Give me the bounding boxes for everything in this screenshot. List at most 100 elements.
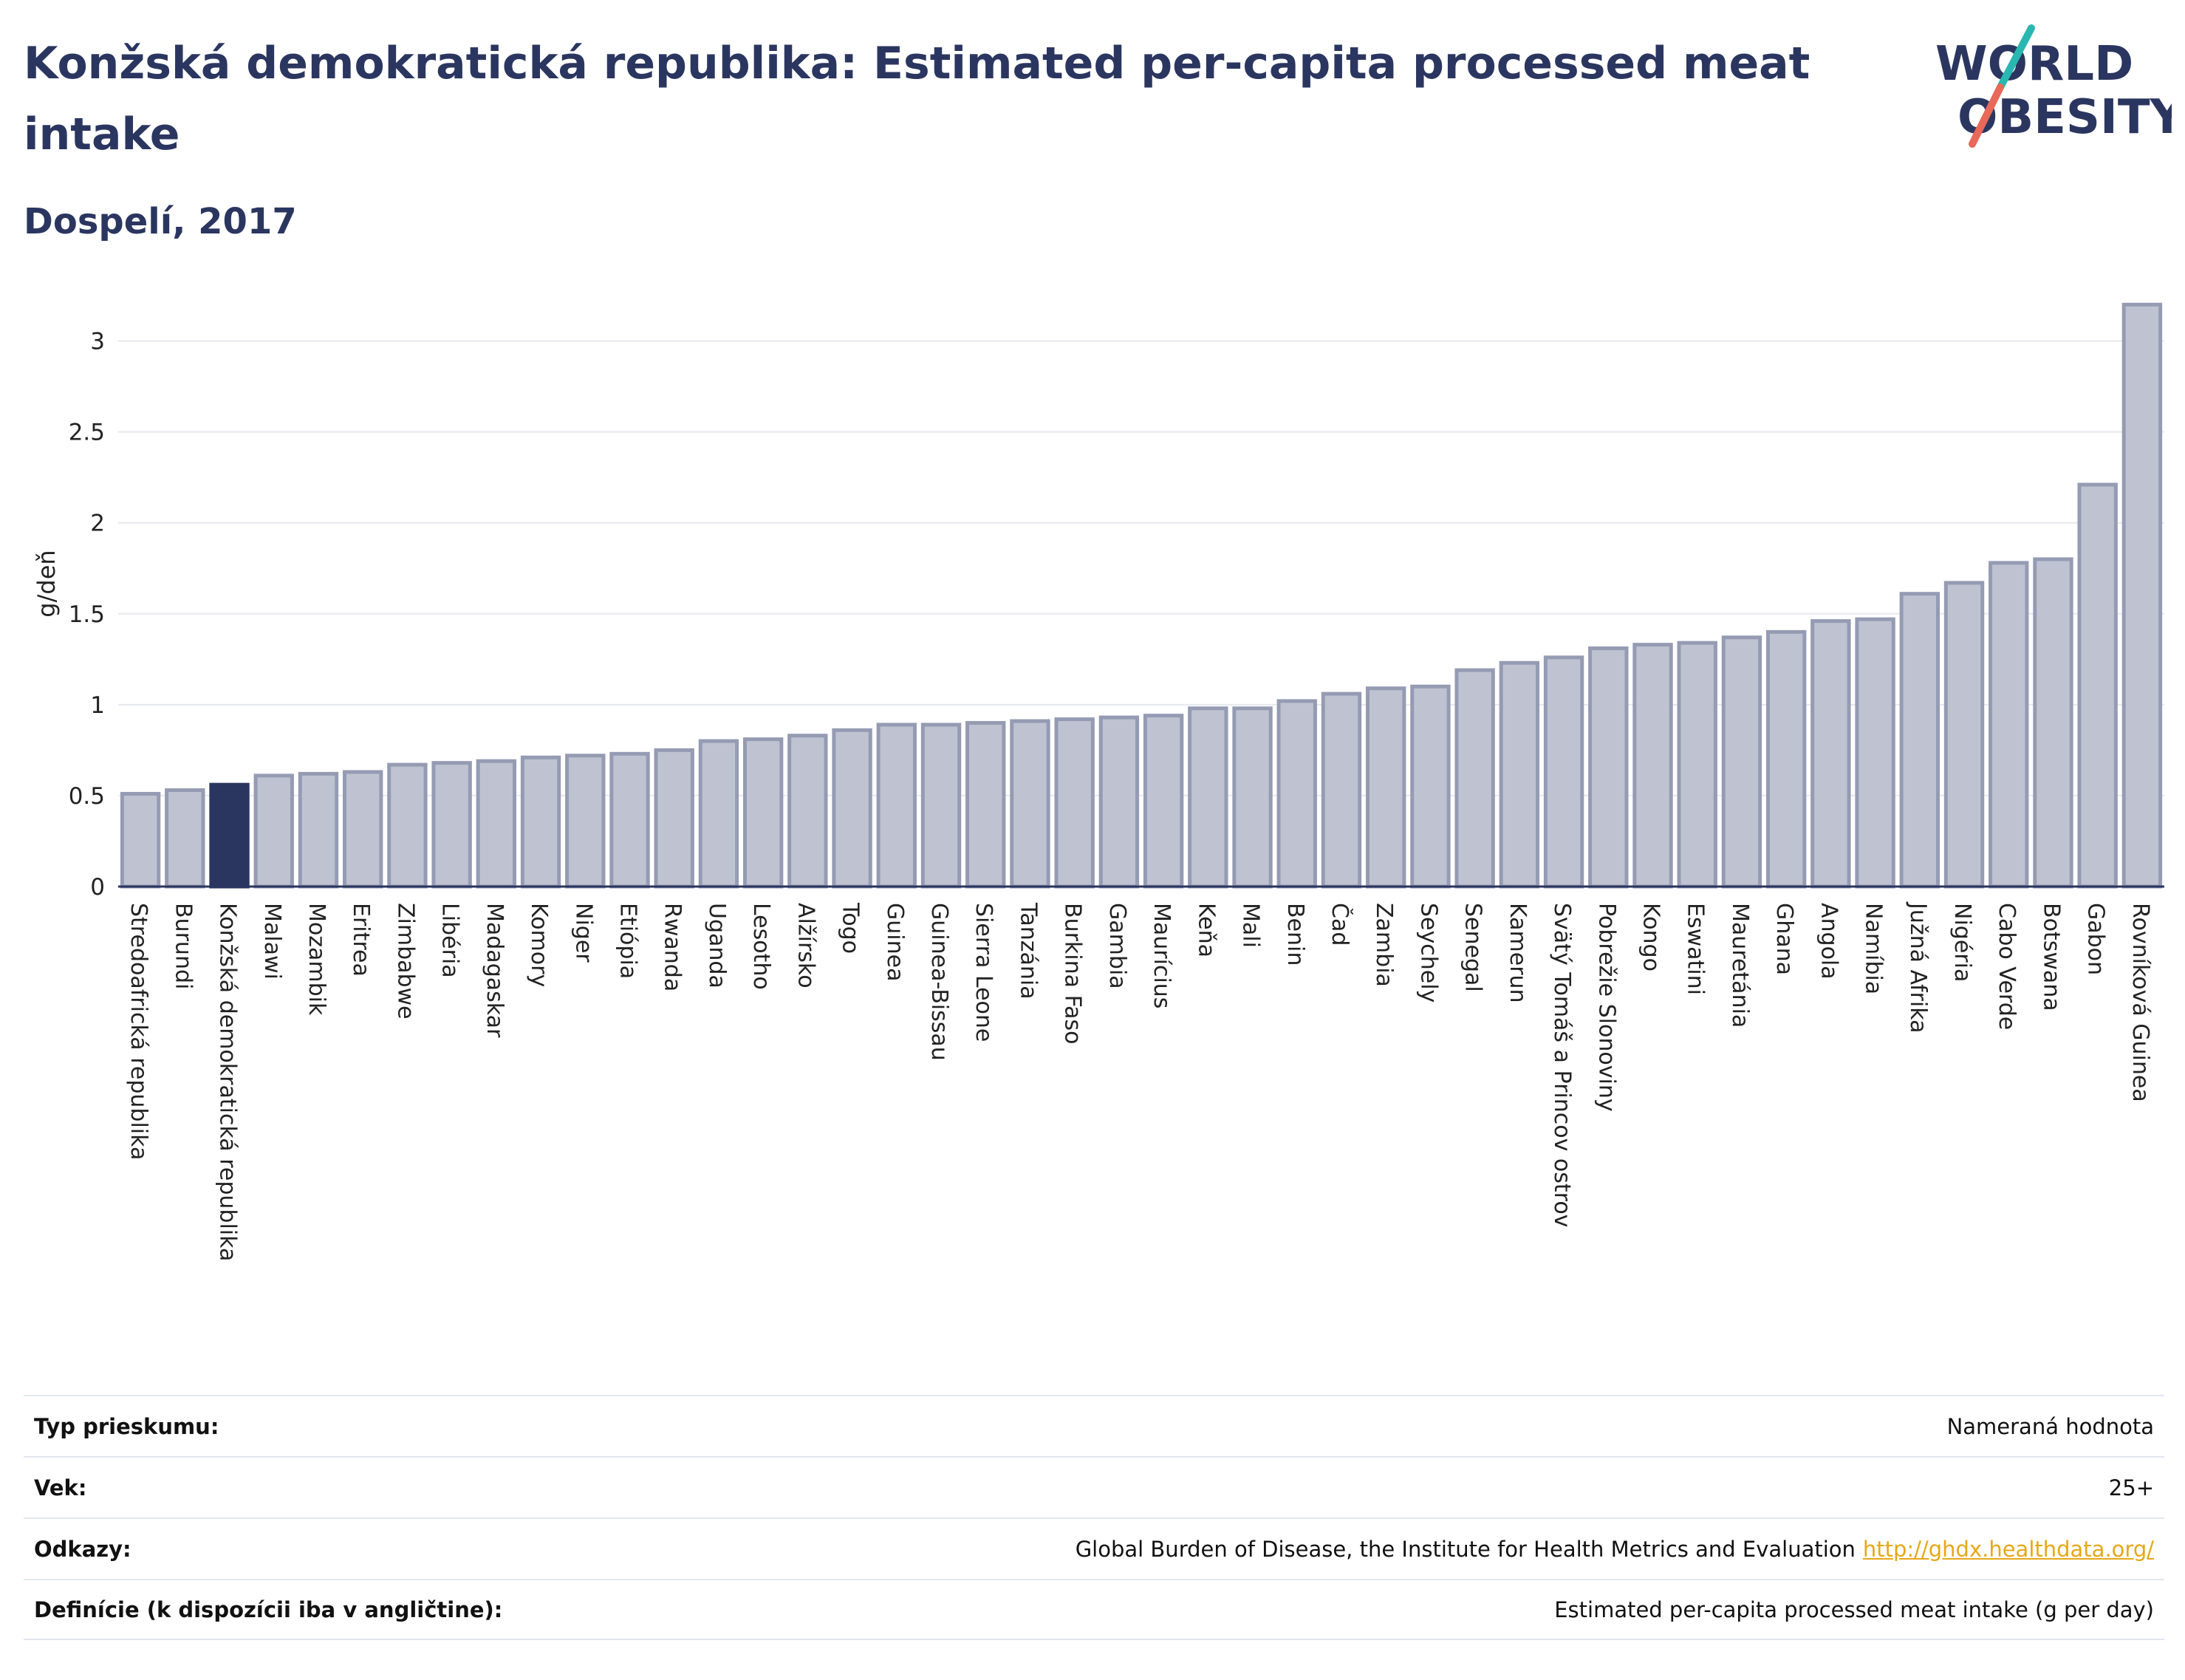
- bar: [1410, 684, 1451, 889]
- x-tick-label: Mauretánia: [1727, 903, 1753, 1028]
- bar: [1855, 617, 1895, 889]
- bar: [1810, 619, 1851, 889]
- info-table: Typ prieskumu: Nameraná hodnota Vek: 25+…: [24, 1395, 2164, 1640]
- x-tick-label: Mozambik: [304, 903, 329, 1016]
- x-tick-label: Botswana: [2038, 903, 2064, 1011]
- bar: [520, 755, 561, 889]
- x-tick-label: Maurícius: [1149, 903, 1174, 1008]
- x-tick-label: Seychely: [1415, 903, 1441, 1003]
- bar: [298, 771, 339, 889]
- x-tick-label: Rwanda: [660, 903, 685, 991]
- y-tick-label: 2.5: [69, 420, 105, 446]
- x-tick-label: Ghana: [1771, 903, 1797, 975]
- info-value: 25+: [2108, 1475, 2154, 1500]
- logo-teal-slash: [1997, 24, 2035, 91]
- bar: [253, 774, 294, 889]
- bar: [387, 762, 428, 889]
- x-tick-label: Zambia: [1371, 903, 1397, 987]
- bar-chart: 0 0.5 1 1.5 2 2.5 3 Stredoafrická republika Buru…: [33, 302, 2164, 1261]
- bar: [1899, 592, 1940, 889]
- info-value: Estimated per-capita processed meat inta…: [1554, 1597, 2154, 1622]
- bar: [742, 737, 784, 889]
- info-row-survey-type: Typ prieskumu: Nameraná hodnota: [24, 1395, 2164, 1456]
- bar: [476, 759, 517, 889]
- logo-red-slash: [1969, 83, 2004, 148]
- x-tick-label: Čad: [1327, 903, 1354, 946]
- bar: [2033, 557, 2073, 889]
- bar: [1276, 699, 1317, 889]
- x-tick-label: Mali: [1238, 903, 1264, 948]
- x-tick-label: Rovníková Guinea: [2127, 903, 2153, 1102]
- x-tick-label: Zimbabwe: [392, 903, 418, 1020]
- logo-line2: OBESITY: [1957, 90, 2172, 145]
- x-tick-label: Eritrea: [348, 903, 374, 977]
- x-tick-label: Gabon: [2083, 903, 2109, 975]
- info-value-wrap: Global Burden of Disease, the Institute …: [1076, 1537, 2154, 1562]
- bars: [120, 302, 2163, 889]
- bar: [1989, 561, 2029, 889]
- bar: [920, 723, 962, 889]
- bar: [965, 720, 1006, 889]
- x-tick-label: Alžírsko: [793, 903, 818, 988]
- bar: [1366, 686, 1406, 889]
- bar: [2077, 482, 2118, 889]
- x-tick-label: Etiópia: [615, 903, 641, 979]
- x-tick-label: Stredoafrická republika: [126, 903, 151, 1160]
- y-tick-label: 1.5: [69, 601, 105, 628]
- info-row-age: Vek: 25+: [24, 1456, 2164, 1517]
- bar: [2121, 302, 2163, 889]
- info-value: Nameraná hodnota: [1946, 1413, 2154, 1439]
- chart-title: Konžská demokratická republika: Estimate…: [24, 38, 1810, 160]
- bar: [787, 734, 828, 889]
- bar: [1677, 641, 1717, 889]
- info-label: Odkazy:: [34, 1536, 131, 1562]
- x-tick-label: Togo: [838, 902, 864, 954]
- x-tick-label: Burundi: [170, 903, 196, 989]
- x-tick-label: Konžská demokratická republika: [215, 903, 241, 1261]
- reference-link[interactable]: http://ghdx.healthdata.org/: [1862, 1536, 2154, 1562]
- x-tick-label: Niger: [570, 903, 596, 963]
- info-label: Vek:: [34, 1475, 87, 1500]
- x-tick-label: Kongo: [1638, 903, 1664, 972]
- bar: [165, 788, 205, 889]
- y-axis-label: g/deň: [33, 550, 61, 617]
- x-tick-label: Madagaskar: [482, 903, 507, 1038]
- y-tick-label: 0.5: [69, 783, 105, 810]
- bar: [1499, 660, 1540, 889]
- x-tick-label: Libéria: [437, 903, 463, 978]
- x-tick-label: Burkina Faso: [1060, 903, 1086, 1044]
- x-tick-label: Pobrežie Slonoviny: [1593, 903, 1619, 1112]
- bar: [1588, 646, 1629, 889]
- x-tick-label: Namíbia: [1861, 903, 1887, 994]
- y-tick-label: 2: [90, 511, 105, 537]
- x-tick-label: Komory: [526, 903, 552, 987]
- bar: [1232, 706, 1273, 889]
- x-tick-label: Sierra Leone: [971, 903, 996, 1042]
- x-tick-label: Guinea-Bissau: [926, 903, 952, 1061]
- bar: [876, 723, 917, 889]
- bar: [565, 754, 606, 889]
- info-value: Global Burden of Disease, the Institute …: [1075, 1536, 1856, 1562]
- bar: [431, 761, 472, 889]
- bar: [1321, 692, 1362, 889]
- x-tick-label: Svätý Tomáš a Princov ostrov: [1549, 903, 1575, 1227]
- x-tick-label: Benin: [1282, 903, 1308, 966]
- x-tick-label: Kamerun: [1505, 903, 1531, 1003]
- bar: [1054, 717, 1095, 889]
- bar: [1454, 668, 1495, 889]
- x-tick-label: Cabo Verde: [1994, 903, 2020, 1030]
- x-tick-label: Guinea: [882, 903, 908, 981]
- bar: [343, 770, 383, 889]
- bar: [1721, 635, 1762, 889]
- bar: [120, 791, 161, 889]
- bar: [1143, 714, 1184, 889]
- x-tick-label: Južná Afrika: [1905, 901, 1931, 1033]
- bar: [1543, 655, 1584, 889]
- bar: [654, 748, 694, 889]
- x-tick-label: Tanzánia: [1015, 902, 1041, 1000]
- axes: 0 0.5 1 1.5 2 2.5 3 Stredoafrická republika Buru…: [69, 329, 2164, 1261]
- info-row-references: Odkazy: Global Burden of Disease, the In…: [24, 1517, 2164, 1579]
- x-tick-label: Angola: [1816, 903, 1842, 980]
- x-tick-label: Keňa: [1193, 903, 1219, 957]
- x-tick-label: Eswatini: [1683, 903, 1709, 995]
